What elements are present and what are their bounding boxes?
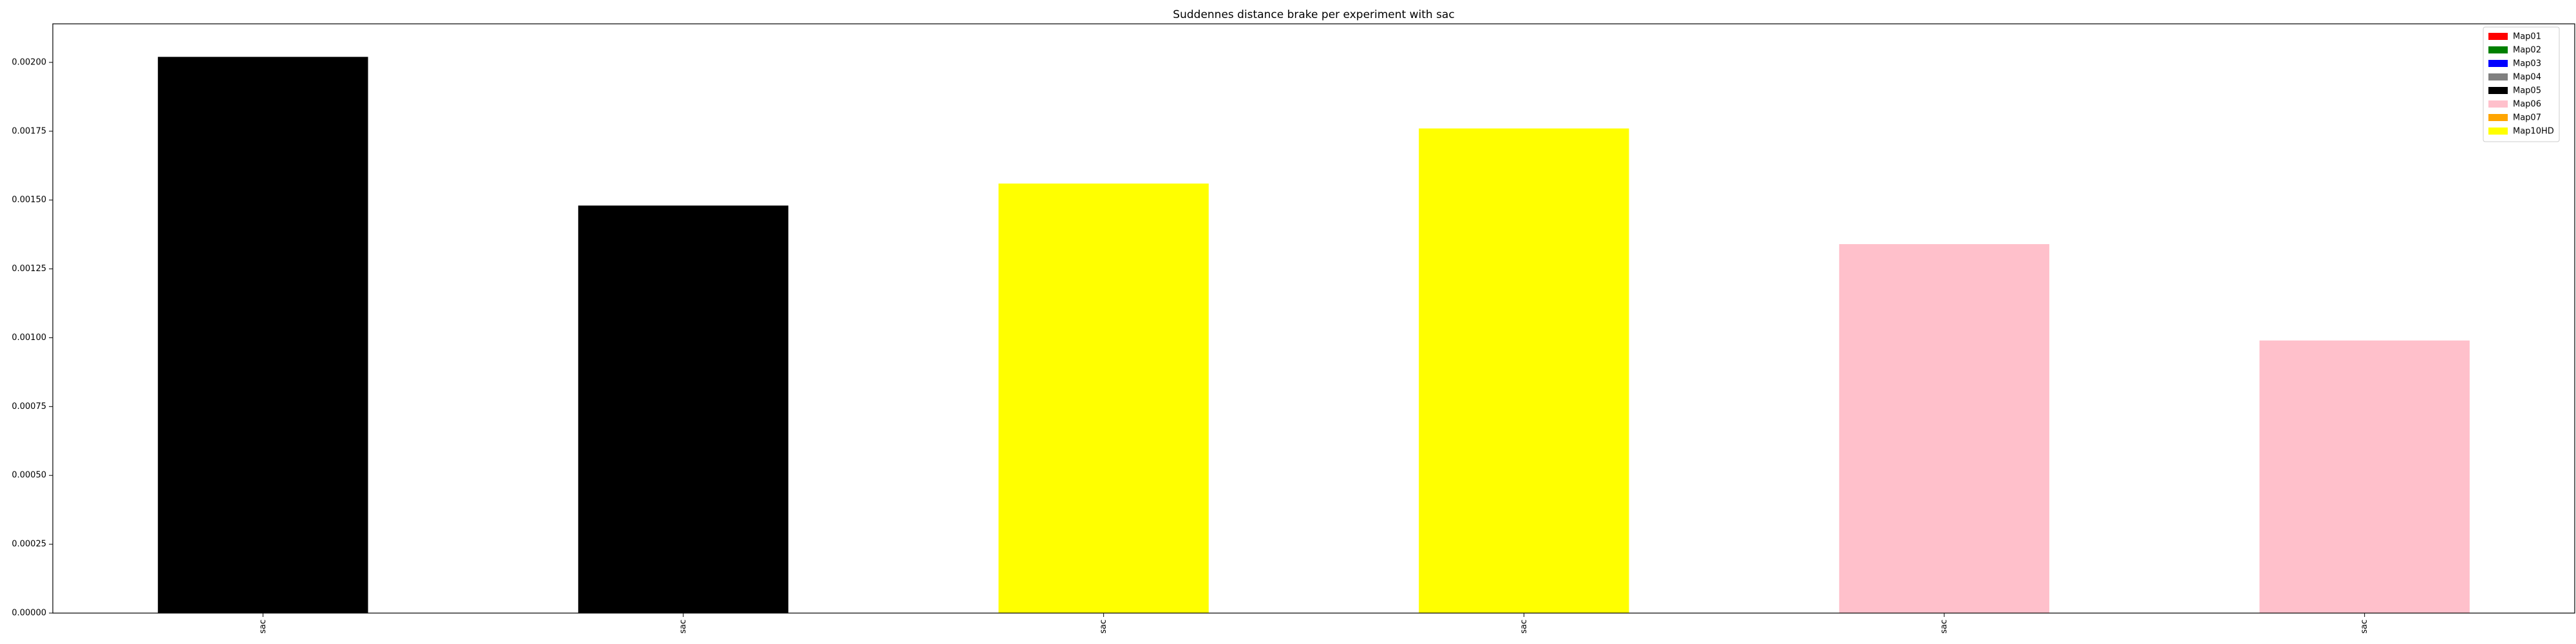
x-axis: sac sac sac sac sac sac [258, 613, 2369, 634]
bar [1839, 244, 2050, 614]
bar [578, 205, 789, 613]
x-tick-label: sac [258, 620, 268, 634]
legend-label: Map04 [2513, 73, 2541, 82]
legend-swatch [2488, 46, 2508, 53]
bar [998, 183, 1209, 613]
legend-swatch [2488, 73, 2508, 80]
legend-swatch [2488, 87, 2508, 94]
plot-frame [52, 23, 2575, 614]
x-tick-label: sac [1099, 620, 1108, 634]
legend-box [2483, 26, 2560, 142]
y-tick-label: 0.00025 [12, 540, 46, 549]
legend-label: Map05 [2513, 86, 2541, 96]
legend: Map01 Map02 Map03 Map04 Map05 Map06 Map07 Map10… [2483, 26, 2560, 142]
legend-swatch [2488, 114, 2508, 121]
y-tick-label: 0.00075 [12, 402, 46, 412]
y-tick-label: 0.00100 [12, 333, 46, 343]
x-tick-label: sac [1519, 620, 1529, 634]
legend-label: Map06 [2513, 100, 2541, 109]
bar [2259, 340, 2470, 613]
legend-label: Map02 [2513, 46, 2541, 55]
bars-layer [158, 57, 2470, 614]
bar [1419, 128, 1629, 614]
y-tick-label: 0.00125 [12, 264, 46, 274]
y-tick-label: 0.00000 [12, 609, 46, 618]
y-tick-label: 0.00200 [12, 57, 46, 67]
x-tick-label: sac [679, 620, 688, 634]
y-tick-label: 0.00175 [12, 126, 46, 136]
y-axis: 0.00000 0.00025 0.00050 0.00075 0.00100 0.001… [12, 57, 53, 618]
legend-swatch [2488, 128, 2508, 135]
legend-label: Map07 [2513, 113, 2541, 123]
y-tick-label: 0.00150 [12, 195, 46, 205]
bar [158, 57, 368, 613]
legend-swatch [2488, 33, 2508, 40]
x-tick-label: sac [2360, 620, 2369, 634]
legend-swatch [2488, 60, 2508, 67]
legend-label: Map01 [2513, 32, 2541, 42]
legend-label: Map03 [2513, 59, 2541, 69]
legend-label: Map10HD [2513, 127, 2554, 137]
x-tick-label: sac [1940, 620, 1949, 634]
chart-title: Suddennes distance brake per experiment … [1173, 8, 1454, 21]
y-tick-label: 0.00050 [12, 471, 46, 480]
legend-swatch [2488, 100, 2508, 108]
